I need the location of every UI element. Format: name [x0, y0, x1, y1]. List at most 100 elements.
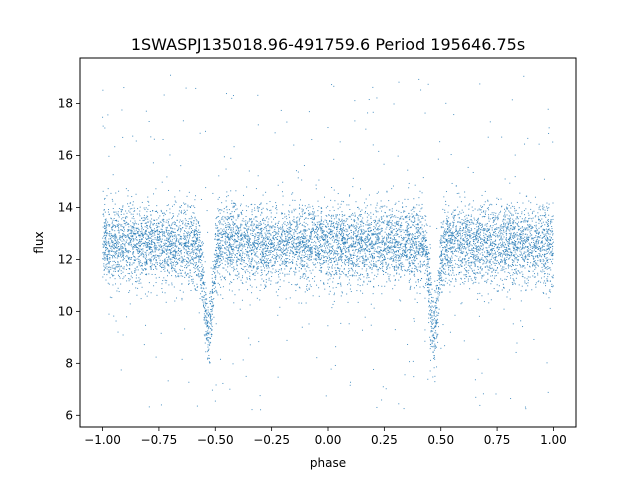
data-point	[359, 238, 361, 240]
data-point	[385, 262, 387, 264]
data-point	[253, 273, 255, 275]
data-point	[139, 235, 141, 237]
data-point	[526, 261, 528, 263]
data-point	[365, 270, 367, 272]
data-point	[141, 264, 143, 266]
data-point	[371, 257, 373, 259]
data-point	[320, 280, 322, 282]
data-point	[112, 208, 114, 210]
data-point	[157, 255, 159, 257]
data-point	[178, 241, 179, 243]
data-point	[292, 259, 294, 261]
data-point	[487, 230, 489, 232]
data-point	[431, 346, 433, 348]
data-point	[460, 238, 462, 240]
data-point	[498, 248, 500, 250]
data-point	[313, 264, 315, 266]
data-point	[254, 246, 256, 248]
data-point	[169, 258, 171, 260]
data-point	[369, 224, 371, 226]
data-point	[205, 187, 207, 189]
data-point	[450, 247, 452, 249]
data-point	[227, 266, 229, 268]
data-point	[130, 235, 132, 237]
data-point	[515, 246, 517, 248]
data-point	[487, 269, 489, 271]
data-point	[431, 341, 433, 343]
data-point	[280, 109, 282, 111]
data-point	[250, 218, 252, 220]
data-point	[550, 269, 552, 271]
data-point	[444, 268, 446, 270]
data-point	[463, 246, 465, 248]
data-point	[274, 271, 276, 273]
data-point	[303, 250, 305, 252]
data-point	[405, 243, 407, 245]
data-point	[189, 269, 191, 271]
data-point	[413, 256, 415, 258]
data-point	[359, 233, 361, 235]
data-point	[363, 242, 365, 244]
data-point	[538, 219, 540, 221]
data-point	[425, 244, 427, 246]
data-point	[153, 257, 155, 259]
data-point	[227, 256, 229, 258]
data-point	[483, 236, 485, 238]
data-point	[158, 236, 160, 238]
data-point	[440, 222, 442, 224]
data-point	[335, 226, 337, 228]
data-point	[535, 221, 537, 223]
data-point	[224, 253, 226, 255]
data-point	[244, 257, 246, 259]
data-point	[356, 239, 358, 241]
data-point	[377, 236, 379, 238]
data-point	[321, 228, 323, 230]
data-point	[168, 238, 170, 240]
data-point	[360, 246, 362, 248]
data-point	[392, 225, 394, 227]
data-point	[234, 242, 236, 244]
data-point	[291, 237, 293, 239]
data-point	[545, 262, 547, 264]
data-point	[147, 222, 149, 223]
data-point	[529, 224, 531, 226]
data-point	[222, 286, 224, 288]
data-point	[521, 211, 523, 213]
data-point	[185, 225, 187, 227]
data-point	[187, 254, 189, 256]
data-point	[145, 222, 147, 224]
data-point	[451, 238, 453, 240]
data-point	[480, 231, 482, 233]
data-point	[368, 240, 370, 242]
data-point	[404, 274, 406, 276]
data-point	[400, 229, 402, 231]
data-point	[497, 236, 499, 238]
data-point	[308, 204, 310, 206]
data-point	[423, 236, 425, 238]
data-point	[291, 210, 293, 212]
data-point	[180, 236, 182, 238]
data-point	[530, 229, 532, 231]
data-point	[191, 221, 193, 223]
data-point	[342, 253, 344, 255]
data-point	[397, 240, 399, 242]
data-point	[249, 284, 251, 286]
data-point	[459, 246, 461, 248]
data-point	[404, 249, 406, 251]
data-point	[425, 256, 427, 258]
data-point	[381, 210, 383, 212]
data-point	[105, 228, 107, 230]
data-point	[340, 230, 342, 232]
data-point	[523, 265, 525, 267]
data-point	[190, 252, 192, 254]
data-point	[391, 216, 393, 218]
data-point	[144, 269, 146, 271]
data-point	[361, 246, 363, 248]
data-point	[452, 231, 454, 233]
data-point	[154, 243, 156, 245]
data-point	[217, 230, 219, 232]
data-point	[281, 213, 283, 215]
data-point	[370, 245, 372, 247]
data-point	[183, 255, 185, 257]
